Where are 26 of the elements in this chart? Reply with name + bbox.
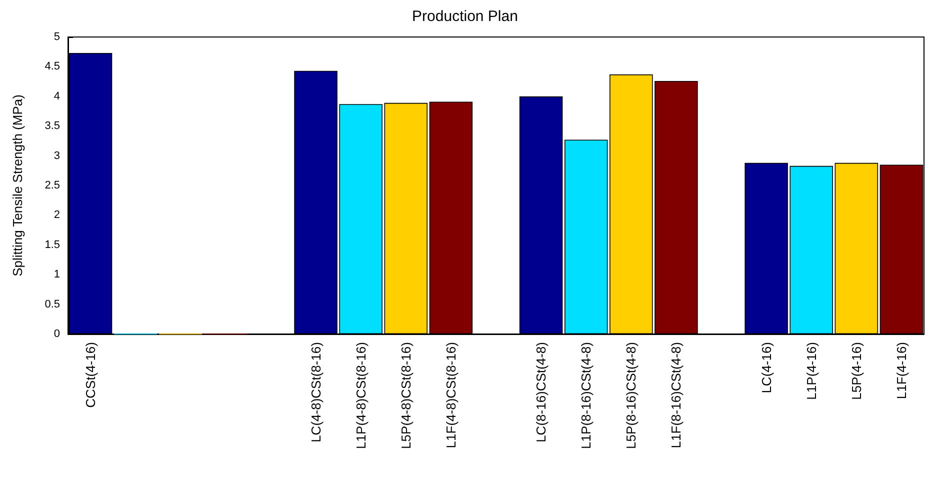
chart-title: Production Plan [412, 8, 518, 25]
y-tick-label: 2.5 [44, 180, 60, 192]
x-tick-label: L1P(4-16) [804, 342, 819, 400]
y-tick-label: 4.5 [44, 60, 60, 73]
y-tick-label: 5 [54, 31, 60, 43]
x-tick-label: L1F(8-16)CSt(4-8) [668, 342, 684, 448]
y-tick-label: 3.5 [44, 120, 60, 132]
y-axis-title: Splitting Tensile Strength (MPa) [10, 94, 25, 276]
x-tick-label: CCSt(4-16) [83, 342, 98, 408]
y-tick-label: 0.5 [44, 298, 60, 310]
x-tick-label: L1P(4-8)CSt(8-16) [353, 342, 368, 449]
x-tick-label: LC(8-16)CSt(4-8) [534, 342, 549, 442]
x-tick-label: L1F(4-16) [894, 342, 909, 400]
y-tick-label: 2 [54, 209, 60, 222]
y-tick-label: 0 [54, 328, 60, 340]
x-tick-label: L5P(4-16) [848, 342, 864, 400]
x-tick-label: L1F(4-8)CSt(8-16) [443, 342, 458, 448]
y-tick-label: 1.5 [44, 238, 60, 251]
y-tick-label: 3 [54, 150, 60, 162]
y-tick-label: 1 [54, 268, 60, 281]
x-tick-label: LC(4-8)CSt(8-16) [308, 342, 324, 442]
x-tick-label: LC(4-16) [758, 342, 774, 394]
y-tick-label: 4 [54, 90, 60, 102]
x-tick-label: L5P(8-16)CSt(4-8) [624, 342, 639, 449]
x-tick-label: L5P(4-8)CSt(8-16) [398, 342, 414, 449]
x-tick-label: L1P(8-16)CSt(4-8) [578, 342, 594, 449]
